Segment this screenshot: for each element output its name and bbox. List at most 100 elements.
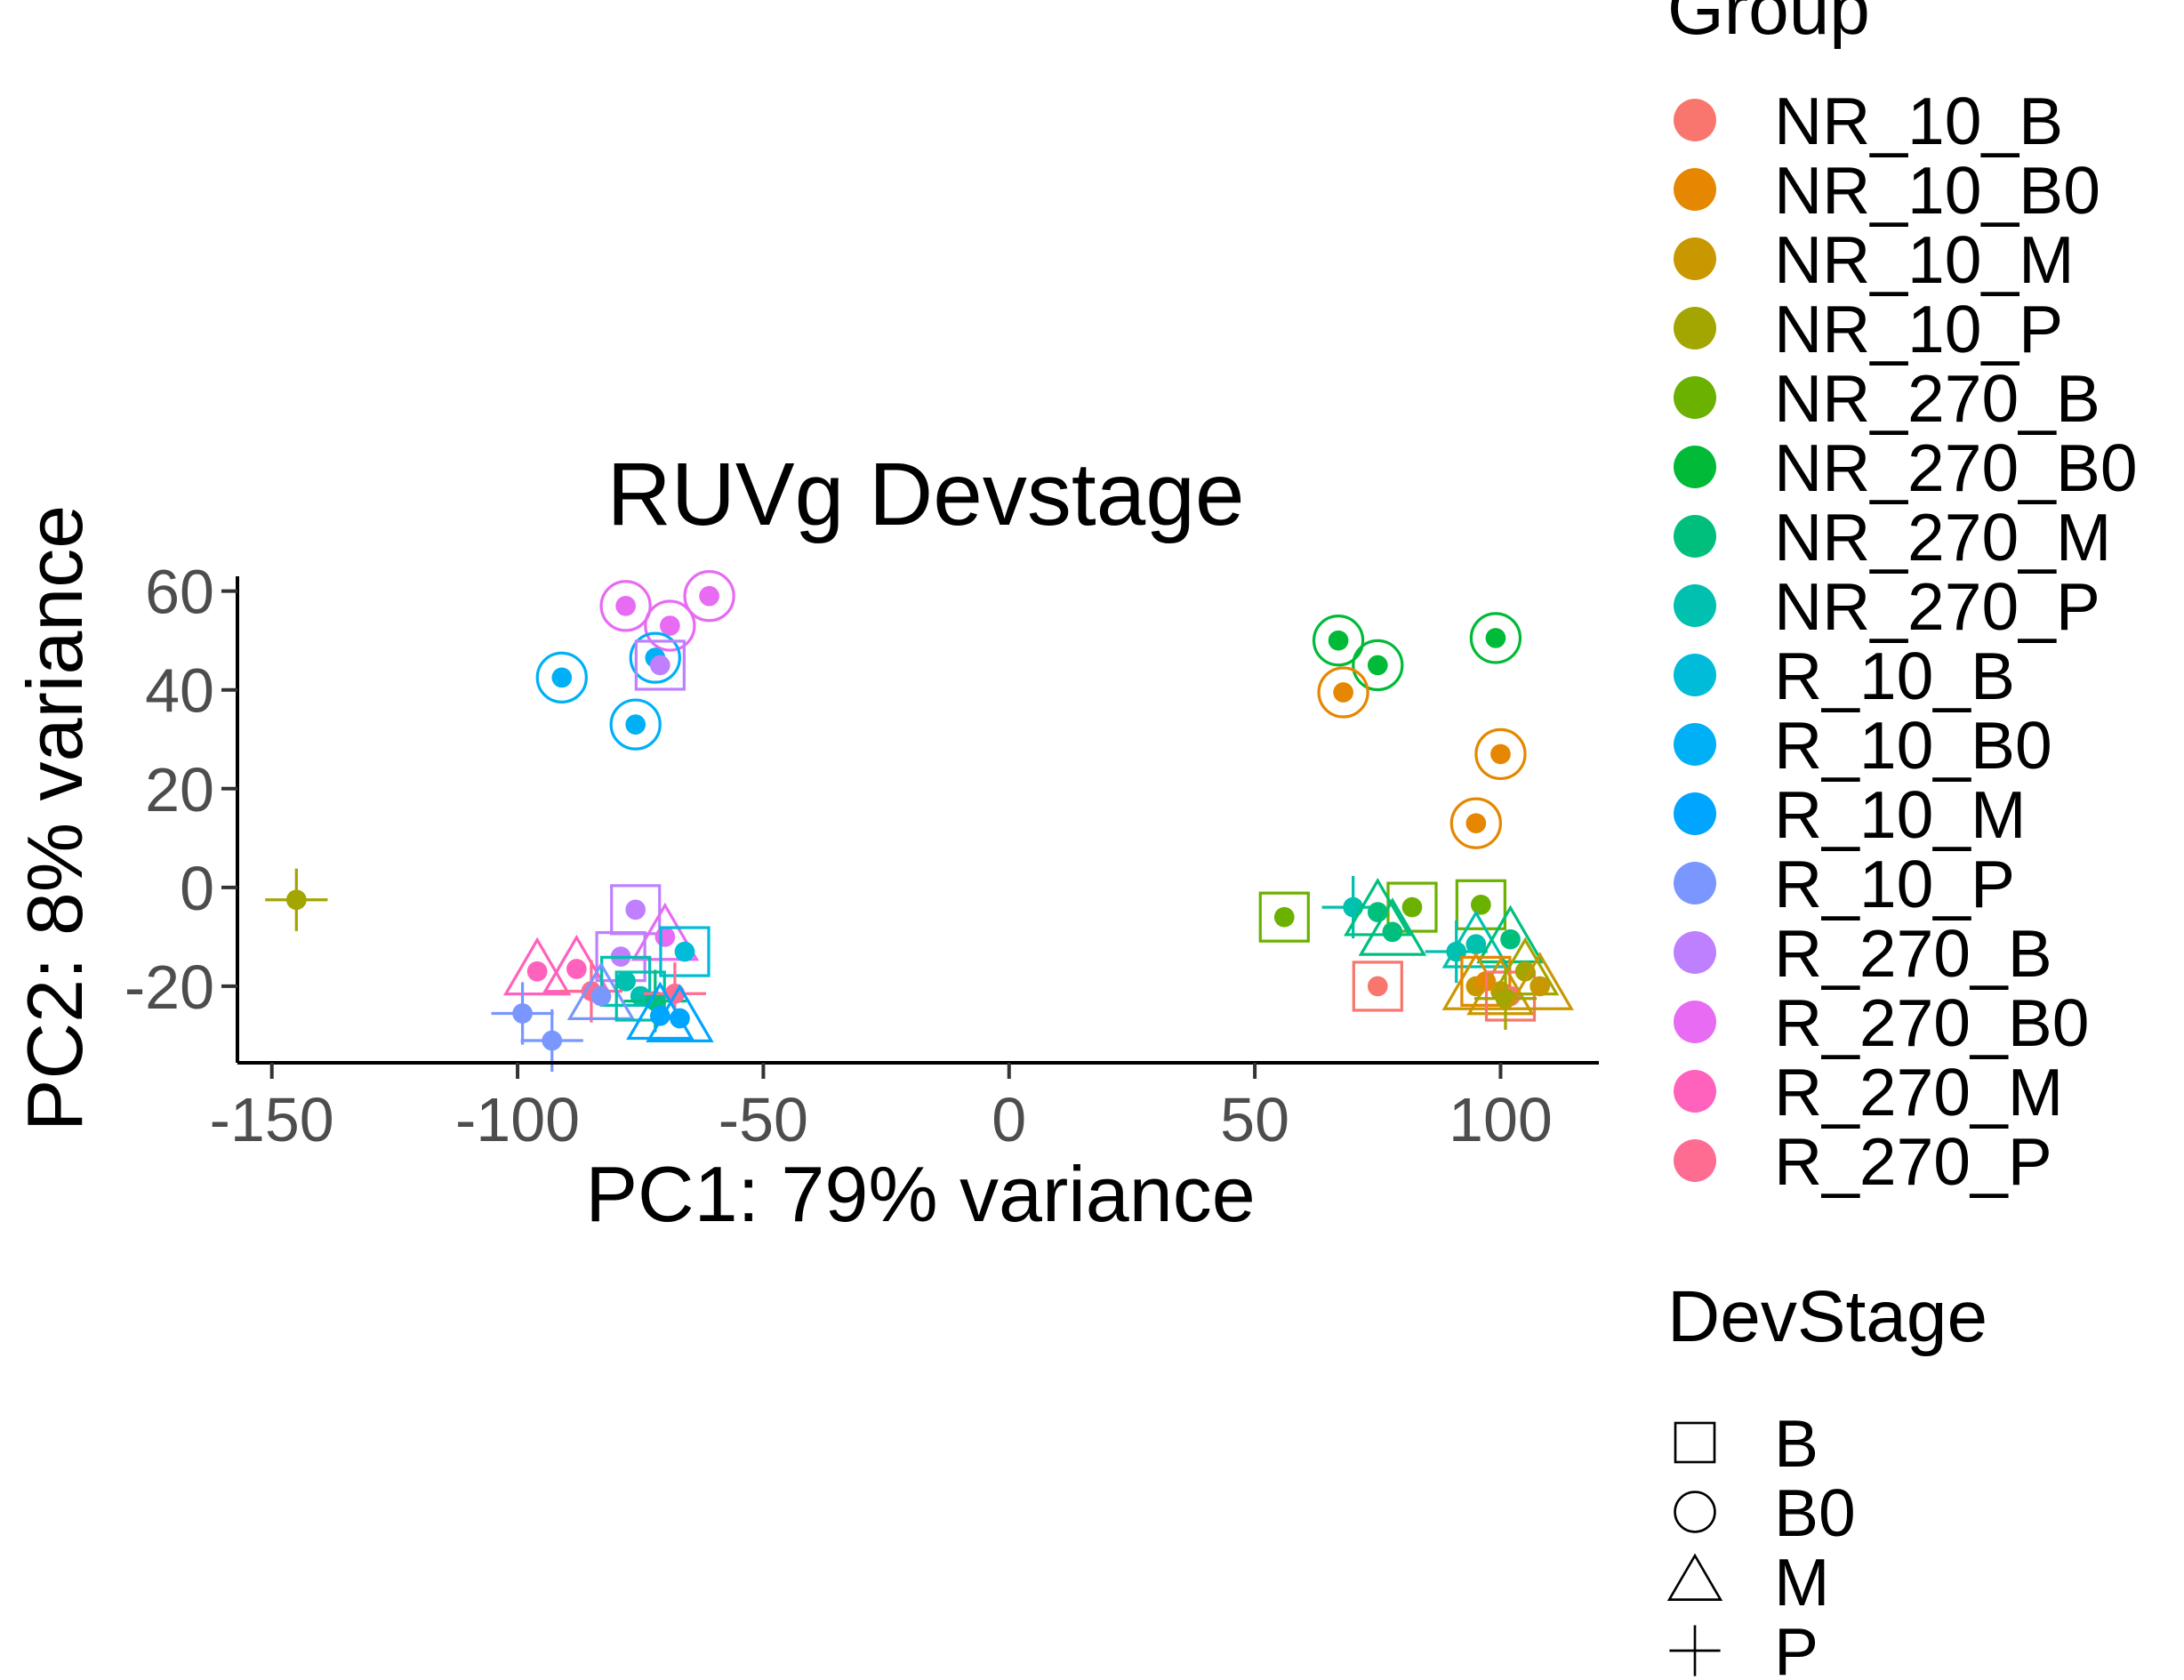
y-axis: -20 0 20 40 60 — [124, 558, 239, 1063]
data-point-4-circle — [1317, 666, 1369, 719]
legend-group-label-8: R_10_B — [1774, 639, 2015, 713]
y-axis-label: PC2: 8% variance — [11, 505, 99, 1131]
data-point-23 — [1506, 952, 1574, 1010]
x-ticks: -150 -100 -50 0 50 100 — [210, 1063, 1553, 1154]
legend-group-swatch-12 — [1674, 931, 1716, 974]
x-tick-label-1: -100 — [455, 1085, 580, 1154]
legend-shape-label-2: M — [1774, 1545, 1829, 1620]
legend-shape-swatch-2 — [1666, 1553, 1723, 1601]
data-point-4 — [1317, 666, 1369, 719]
data-point-16 — [1352, 961, 1403, 1012]
legend-group-label-9: R_10_B0 — [1774, 708, 2052, 783]
legend-group-label-12: R_270_B — [1774, 916, 2052, 991]
data-point-30-dot — [625, 714, 646, 735]
legend-group-swatch-3 — [1674, 307, 1716, 350]
data-point-1-circle — [1312, 615, 1365, 667]
data-point-33-square — [659, 926, 711, 977]
data-point-7-dot — [1273, 906, 1295, 928]
data-point-35 — [502, 936, 572, 996]
data-point-22-dot — [1514, 961, 1536, 982]
data-point-44 — [646, 984, 714, 1042]
data-point-2-dot — [1367, 655, 1388, 676]
legend-group-swatch-5 — [1674, 446, 1716, 488]
legend-group-label-1: NR_10_B0 — [1774, 153, 2100, 228]
data-point-45 — [491, 982, 554, 1045]
data-point-5 — [1474, 727, 1527, 781]
legend-group-label-15: R_270_P — [1774, 1124, 2052, 1199]
data-point-23-triangle — [1506, 952, 1574, 1010]
data-point-9-dot — [1471, 894, 1491, 915]
data-point-12 — [1358, 897, 1427, 956]
data-point-12-triangle — [1358, 897, 1427, 956]
x-tick-label-5: 100 — [1449, 1085, 1553, 1154]
y-ticks: -20 0 20 40 60 — [124, 558, 237, 1022]
data-point-25 — [599, 580, 652, 632]
legend-group-swatch-13 — [1674, 1001, 1716, 1043]
data-point-28-dot — [649, 655, 670, 676]
legend-group-swatch-8 — [1674, 654, 1716, 696]
data-point-14-dot — [1465, 934, 1487, 955]
data-point-37-dot — [615, 971, 636, 992]
legend-group-label-3: NR_10_P — [1774, 292, 2063, 366]
x-axis-label: PC1: 79% variance — [585, 1150, 1255, 1238]
data-point-39-dot — [590, 985, 612, 1007]
data-point-32-triangle — [630, 902, 700, 961]
legend-group-label-14: R_270_M — [1774, 1055, 2063, 1129]
y-tick-label-4: 60 — [145, 558, 214, 627]
data-point-20-square — [1484, 970, 1537, 1022]
legend-group-swatch-14 — [1674, 1070, 1716, 1113]
data-point-1-dot — [1328, 630, 1349, 651]
legend-group-items: NR_10_BNR_10_B0NR_10_MNR_10_PNR_270_BNR_… — [1674, 84, 2138, 1199]
data-point-3 — [1469, 612, 1522, 664]
data-point-33 — [659, 926, 711, 977]
legend-shape-swatch-0 — [1674, 1421, 1716, 1464]
legend-group-label-5: NR_270_B0 — [1774, 430, 2138, 505]
data-point-26 — [644, 599, 696, 652]
data-point-35-triangle — [502, 936, 572, 996]
data-point-4-dot — [1333, 682, 1353, 703]
legend-shape-swatch-1-circle — [1674, 1491, 1716, 1533]
legend-shape-swatch-2-triangle — [1666, 1553, 1723, 1601]
legend-shape-label-0: B — [1774, 1406, 1819, 1481]
data-point-15-dot — [1500, 928, 1521, 950]
data-point-32-dot — [654, 927, 676, 947]
x-tick-label-3: 0 — [992, 1085, 1026, 1154]
data-point-25-circle — [599, 580, 652, 632]
legend-group-title: Group — [1667, 0, 1870, 50]
x-tick-label-4: 50 — [1220, 1085, 1289, 1154]
data-point-24 — [683, 570, 735, 623]
legend-group: Group NR_10_BNR_10_B0NR_10_MNR_10_PNR_27… — [1667, 0, 2138, 1199]
data-point-0 — [265, 868, 328, 931]
data-point-22-triangle — [1490, 936, 1560, 996]
y-tick-label-2: 20 — [145, 755, 214, 824]
data-point-29 — [535, 651, 588, 704]
data-point-2 — [1352, 639, 1404, 692]
data-point-3-circle — [1469, 612, 1522, 664]
plot-points — [265, 570, 1574, 1073]
legend-group-label-13: R_270_B0 — [1774, 985, 2089, 1060]
data-point-29-dot — [551, 667, 573, 688]
chart-title: RUVg Devstage — [607, 445, 1245, 544]
legend-group-swatch-6 — [1674, 515, 1716, 558]
data-point-6-circle — [1449, 797, 1502, 849]
legend-group-swatch-0 — [1674, 99, 1716, 141]
data-point-12-dot — [1382, 921, 1403, 943]
legend-group-swatch-11 — [1674, 862, 1716, 904]
legend-group-label-11: R_10_P — [1774, 847, 2015, 921]
data-point-36-dot — [566, 959, 587, 979]
data-point-44-dot — [670, 1008, 690, 1029]
legend-group-label-2: NR_10_M — [1774, 222, 2075, 297]
data-point-5-dot — [1490, 744, 1511, 765]
data-point-31-dot — [625, 899, 646, 920]
data-point-35-dot — [526, 961, 548, 982]
legend-shape-label-1: B0 — [1774, 1475, 1856, 1550]
legend-group-label-7: NR_270_P — [1774, 569, 2100, 644]
x-tick-label-2: -50 — [719, 1085, 808, 1154]
data-point-7-square — [1258, 891, 1310, 943]
data-point-30-circle — [609, 698, 662, 751]
data-point-3-dot — [1485, 628, 1506, 648]
data-point-2-circle — [1352, 639, 1404, 692]
data-point-6 — [1449, 797, 1502, 849]
